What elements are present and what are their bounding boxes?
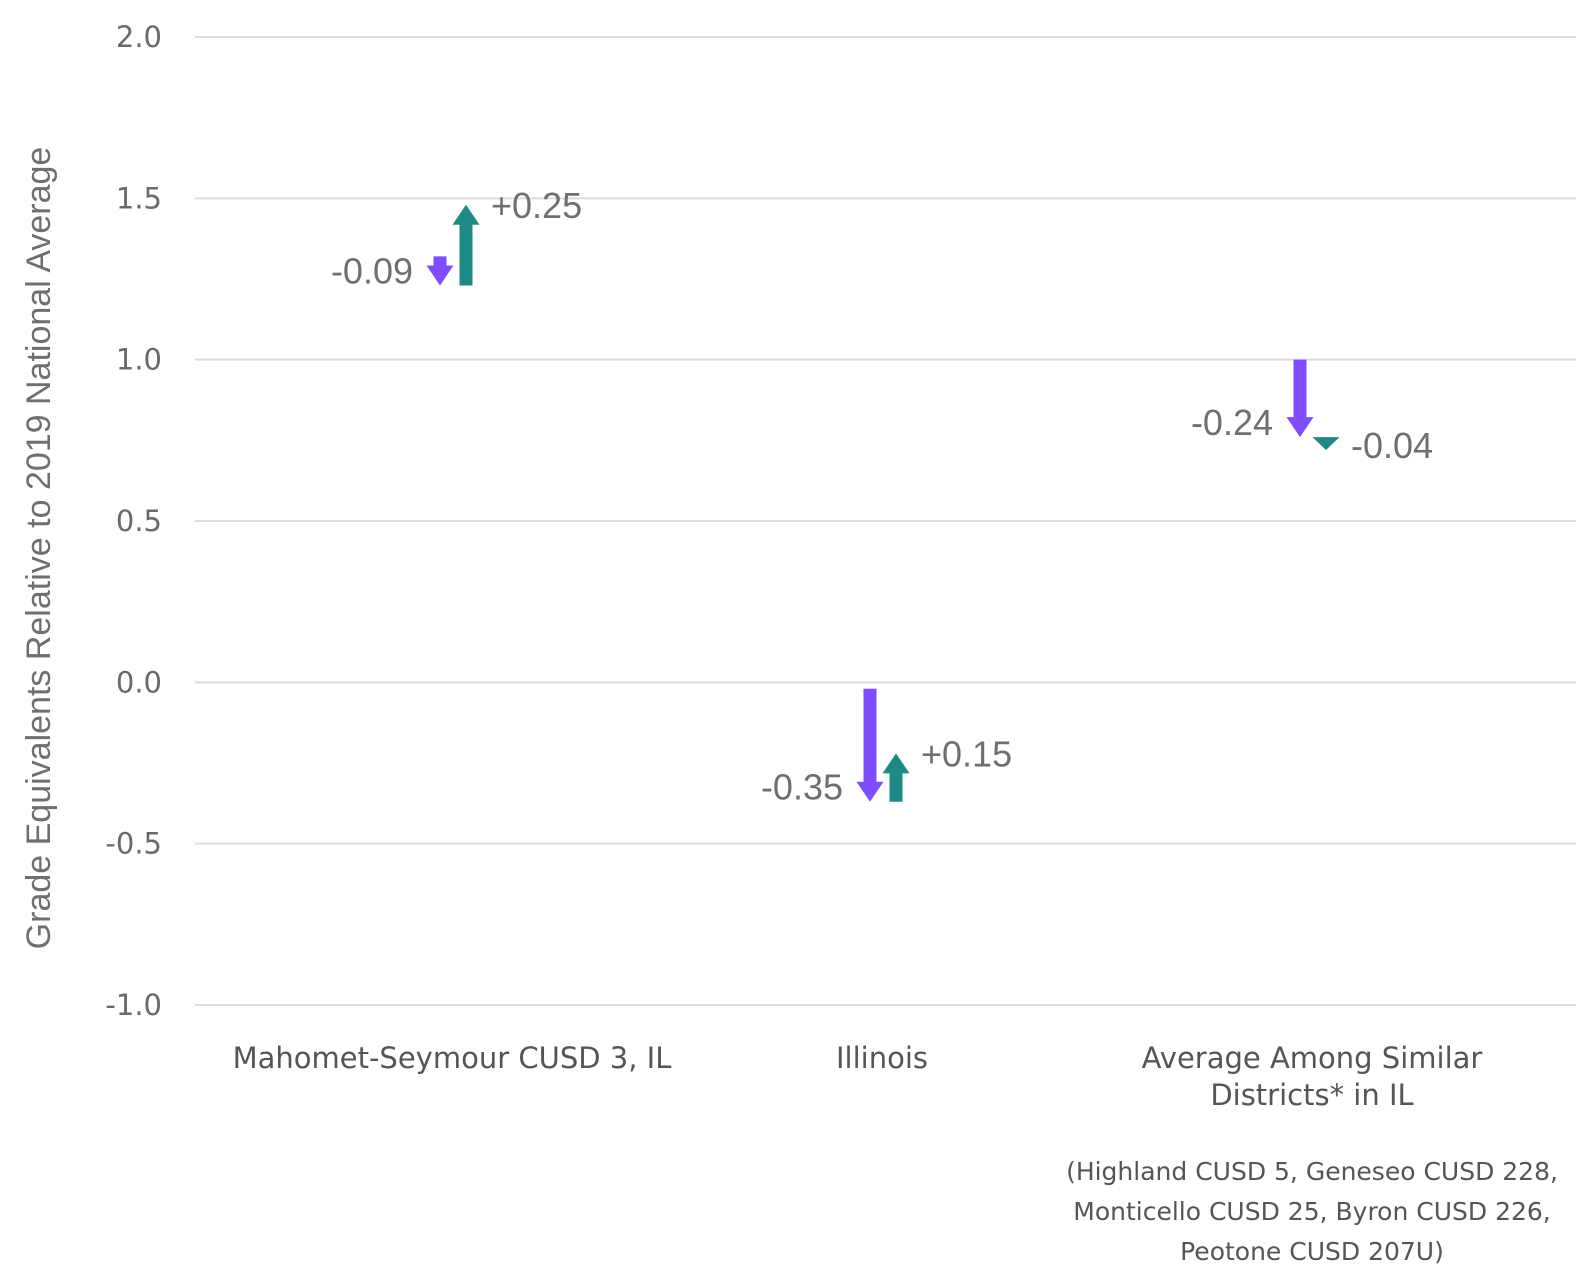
change-label-2022: -0.04 — [1351, 425, 1433, 466]
change-label-2021: -0.24 — [1191, 402, 1273, 443]
change-label-2022: +0.25 — [491, 185, 582, 226]
change-arrow-2022 — [1312, 437, 1340, 451]
change-arrow-2022 — [452, 204, 480, 286]
change-label-2021: -0.09 — [331, 250, 413, 291]
category-note: Monticello CUSD 25, Byron CUSD 226, — [1073, 1197, 1551, 1226]
y-tick-label: 0.5 — [116, 504, 162, 538]
change-label-2022: +0.15 — [921, 733, 1012, 774]
change-arrow-2021 — [856, 688, 884, 802]
y-tick-label: -0.5 — [105, 827, 162, 861]
y-tick-label: 2.0 — [116, 20, 162, 54]
y-axis-label: Grade Equivalents Relative to 2019 Natio… — [20, 147, 58, 950]
y-tick-label: 1.0 — [116, 343, 162, 377]
y-tick-label: -1.0 — [105, 988, 162, 1022]
category-note: (Highland CUSD 5, Geneseo CUSD 228, — [1066, 1157, 1558, 1186]
category-label: Illinois — [836, 1041, 928, 1075]
y-tick-label: 1.5 — [116, 181, 162, 215]
change-arrow-2021 — [1286, 359, 1314, 438]
change-arrow-2022 — [882, 753, 910, 802]
category-label: Mahomet-Seymour CUSD 3, IL — [233, 1041, 672, 1075]
category-note: Peotone CUSD 207U) — [1180, 1237, 1444, 1266]
category-label: Average Among Similar — [1142, 1041, 1483, 1075]
change-arrow-2021 — [426, 256, 454, 286]
y-tick-label: 0.0 — [116, 665, 162, 699]
category-label: Districts* in IL — [1210, 1078, 1413, 1112]
change-label-2021: -0.35 — [761, 767, 843, 808]
